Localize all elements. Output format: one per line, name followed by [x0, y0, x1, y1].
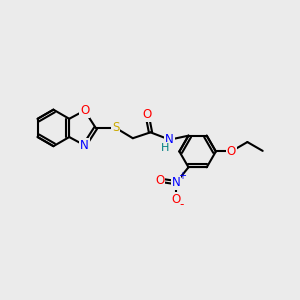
Text: O: O	[142, 108, 152, 121]
Text: H: H	[161, 143, 170, 153]
Text: O: O	[155, 174, 164, 187]
Text: O: O	[226, 145, 236, 158]
Text: N: N	[172, 176, 181, 189]
Text: +: +	[178, 171, 186, 181]
Text: O: O	[172, 193, 181, 206]
Text: -: -	[180, 199, 184, 212]
Text: S: S	[112, 122, 119, 134]
Text: N: N	[80, 139, 89, 152]
Text: O: O	[80, 104, 89, 117]
Text: N: N	[165, 133, 174, 146]
